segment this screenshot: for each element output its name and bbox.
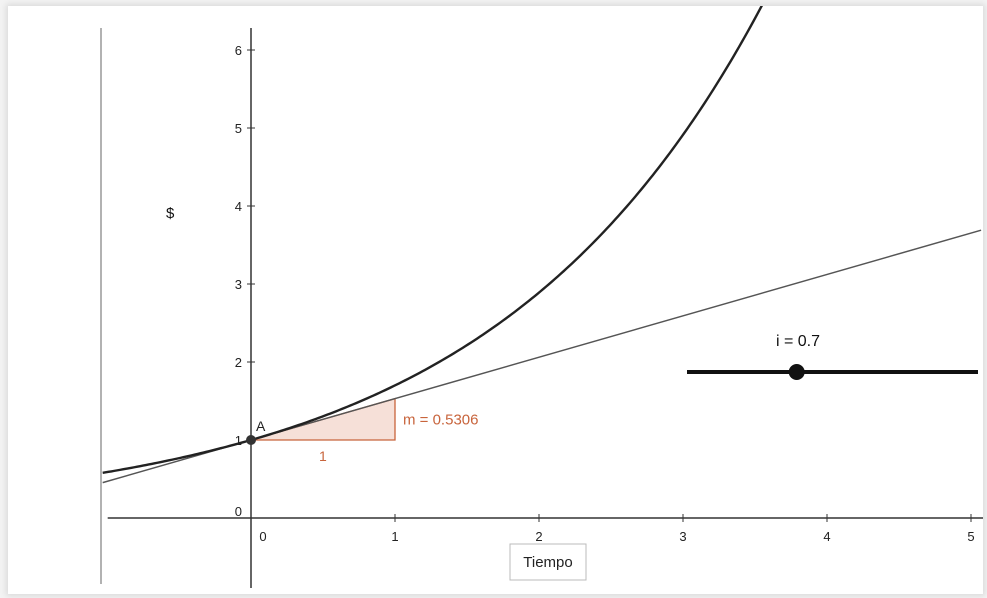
y-axis-ticks: 0 1 2 3 4 5 6 [235,43,255,519]
y-axis-label: $ [166,205,175,222]
point-a-label: A [256,418,266,434]
point-a[interactable] [246,435,256,445]
graph-canvas[interactable]: 0 1 2 3 4 5 0 1 2 3 4 5 6 1 m = 0.5306 A $ Tiempo i… [8,6,983,594]
x-tick-label: 3 [679,529,686,544]
x-tick-label: 5 [967,529,974,544]
y-tick-label: 1 [235,433,242,448]
x-axis-ticks: 0 1 2 3 4 5 [250,514,975,544]
y-tick-label: 0 [235,504,242,519]
slope-base-label: 1 [319,448,327,464]
geogebra-graphics-view[interactable]: 0 1 2 3 4 5 0 1 2 3 4 5 6 1 m = 0.5306 A $ Tiempo i… [8,6,983,594]
x-axis-label-box [509,543,587,581]
slope-label: m = 0.5306 [403,411,478,428]
x-tick-label: 0 [259,529,266,544]
y-tick-label: 4 [235,199,242,214]
exponential-curve[interactable] [102,6,768,475]
x-tick-label: 2 [535,529,542,544]
slider-label: i = 0.7 [776,333,820,350]
slider-knob[interactable] [788,364,805,380]
y-tick-label: 5 [235,121,242,136]
y-tick-label: 6 [235,43,242,58]
x-axis-label: Tiempo [523,554,572,571]
y-tick-label: 2 [235,355,242,370]
x-tick-label: 4 [823,529,830,544]
x-tick-label: 1 [391,529,398,544]
y-tick-label: 3 [235,277,242,292]
